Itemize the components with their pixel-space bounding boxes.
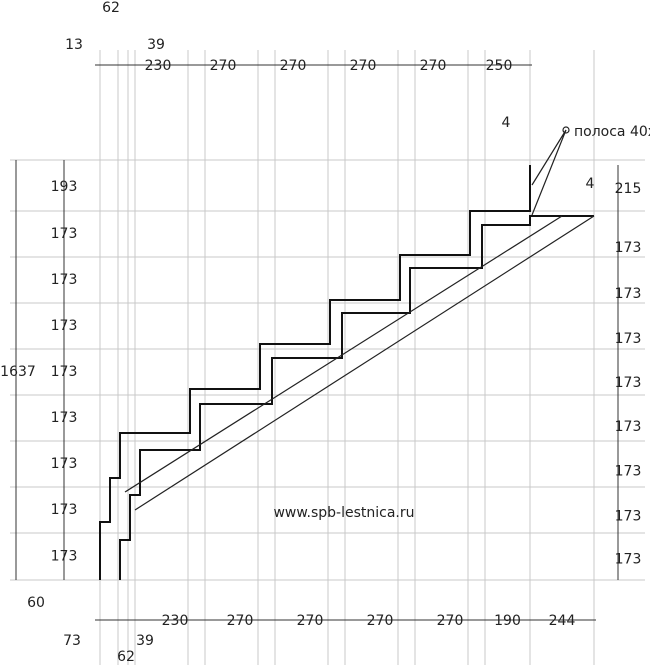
dim-label: 1637 (0, 364, 36, 380)
dim-label: 173 (51, 226, 78, 242)
dim-label: 73 (63, 633, 81, 649)
dim-label: 39 (147, 37, 165, 53)
dim-label: 173 (51, 364, 78, 380)
dim-label: 250 (486, 58, 513, 74)
dim-label: 215 (615, 181, 642, 197)
dim-label: 13 (65, 37, 83, 53)
dim-label: 39 (136, 633, 154, 649)
dim-label: 230 (145, 58, 172, 74)
dim-label: 173 (51, 549, 78, 565)
dim-label: 270 (227, 613, 254, 629)
dim-label: 62 (102, 0, 120, 16)
dim-label: 173 (51, 318, 78, 334)
grid (10, 50, 645, 665)
stringer-bottom (134, 215, 595, 511)
dim-label: 173 (615, 552, 642, 568)
dim-label: 4 (586, 176, 595, 192)
leader (531, 129, 567, 216)
leader-dot (562, 126, 570, 134)
dim-label: 270 (420, 58, 447, 74)
dim-label: 270 (297, 613, 324, 629)
dim-label: 173 (51, 502, 78, 518)
dim-label: 173 (51, 272, 78, 288)
stringer-top (124, 215, 563, 493)
note-label: полоса 40х4 (574, 124, 650, 140)
dim-label: 270 (367, 613, 394, 629)
dim-label: 270 (280, 58, 307, 74)
dim-label: 244 (549, 613, 576, 629)
stair-profile-inner (119, 215, 594, 580)
dim-label: 62 (117, 649, 135, 665)
dim-label: 193 (51, 179, 78, 195)
dim-label: 173 (51, 456, 78, 472)
dim-label: 173 (615, 375, 642, 391)
dim-label: 173 (615, 240, 642, 256)
dim-label: 4 (502, 115, 511, 131)
dim-label: 173 (615, 509, 642, 525)
dim-label: 173 (615, 464, 642, 480)
dim-label: 190 (494, 613, 521, 629)
dim-label: 60 (27, 595, 45, 611)
dim-label: 173 (615, 331, 642, 347)
dim-label: 270 (437, 613, 464, 629)
dim-label: 230 (162, 613, 189, 629)
dim-label: 270 (350, 58, 377, 74)
stair-profile (99, 165, 531, 580)
website: www.spb-lestnica.ru (273, 505, 414, 521)
dim-label: 270 (210, 58, 237, 74)
dim-label: 173 (615, 286, 642, 302)
dim-label: 173 (615, 419, 642, 435)
dim-label: 173 (51, 410, 78, 426)
